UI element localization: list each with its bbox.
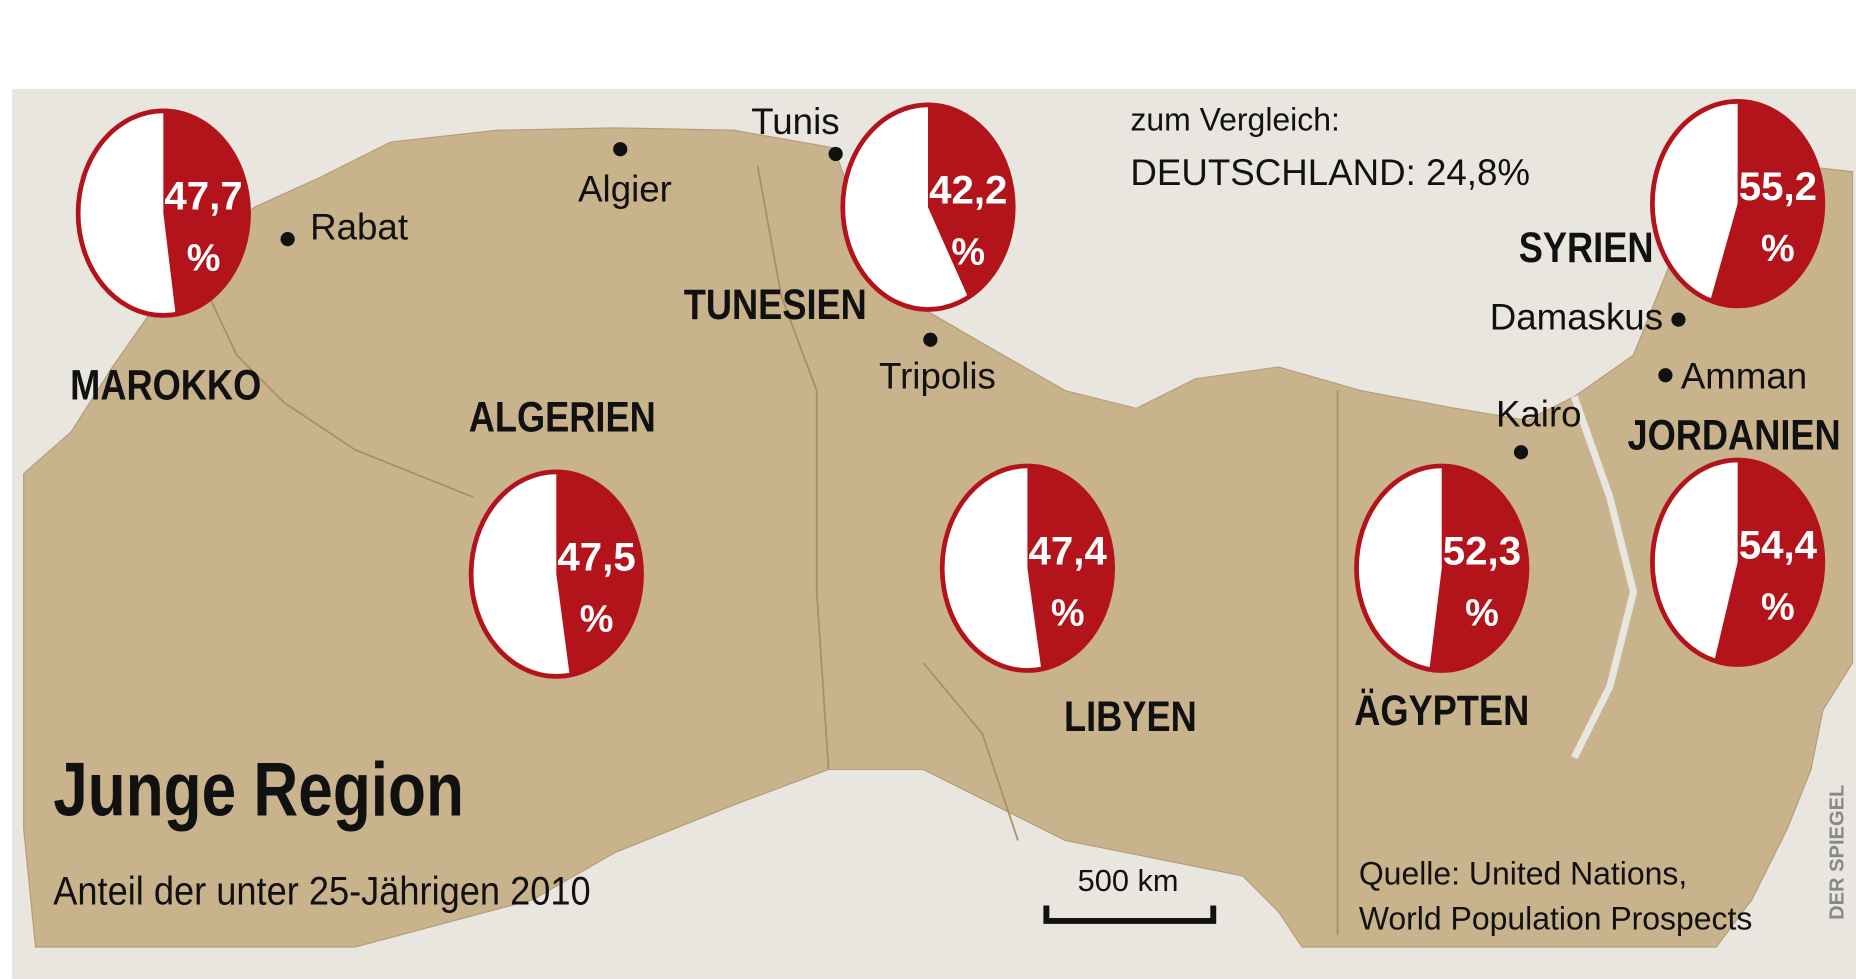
city-label: Tripolis [879,356,996,397]
pie-slice [1710,101,1823,306]
pie-slice [928,104,1014,298]
city-label: Tunis [751,101,839,142]
comparison-text: DEUTSCHLAND: 24,8% [1130,152,1530,193]
city-label: Algier [578,168,672,209]
pie-slice [163,110,249,315]
border [188,254,474,499]
pie-value-label: 47,4 [1029,529,1108,574]
pie-value-label: 52,3 [1443,529,1521,574]
city-dot [613,142,628,157]
scale-label: 500 km [1078,863,1179,898]
land-shape [23,127,1854,948]
pie-percent-sign: % [187,237,221,279]
city-dot [1658,368,1673,383]
city-label: Rabat [310,206,408,247]
city-dot [828,146,843,162]
pie-value-label: 54,4 [1739,523,1818,568]
pie-value-label: 42,2 [929,168,1007,213]
pie-value-label: 47,7 [164,174,242,219]
pie-slice [1714,460,1823,665]
credit: DER SPIEGEL [1827,785,1849,920]
pie-value-label: 47,5 [557,535,635,580]
comparison-heading: zum Vergleich: [1130,101,1339,137]
country-label: MAROKKO [70,362,261,409]
border [922,662,1019,841]
city-dot [280,232,295,247]
country-label: ALGERIEN [469,394,656,441]
pie-value-label: 55,2 [1739,164,1817,209]
country-label: TUNESIEN [684,281,867,328]
city-dot [1513,445,1529,460]
dynamic-layer: 47,7% MAROKKO 42,2% TUNESIEN 55,2% SYRIEN 47,5… [70,99,1841,741]
pie-slice [556,471,642,676]
city-label: Damaskus [1490,296,1663,337]
country-label: JORDANIEN [1627,412,1840,459]
pie-percent-sign: % [1761,228,1795,270]
pie-percent-sign: % [1051,593,1085,635]
pie-slice [1429,465,1527,671]
city-dot [1671,312,1686,327]
country-label: LIBYEN [1064,693,1197,740]
city-label: Kairo [1496,393,1582,434]
pie-slice [1027,465,1113,670]
city-label: Amman [1681,356,1807,397]
border [756,165,830,770]
red-sea [1570,395,1638,760]
subtitle: Anteil der unter 25-Jährigen 2010 [53,869,590,914]
city-dot [923,332,938,347]
pie-percent-sign: % [1761,587,1795,629]
country-label: ÄGYPTEN [1354,687,1529,734]
country-label: SYRIEN [1519,225,1654,272]
borders [188,165,1339,936]
pie-percent-sign: % [1465,593,1499,635]
source-line: Quelle: United Nations, [1359,855,1687,891]
scale-bar [1043,905,1217,924]
title: Junge Region [53,747,464,832]
pie-percent-sign: % [951,232,985,274]
source-line: World Population Prospects [1359,900,1753,936]
pie-percent-sign: % [580,598,614,640]
